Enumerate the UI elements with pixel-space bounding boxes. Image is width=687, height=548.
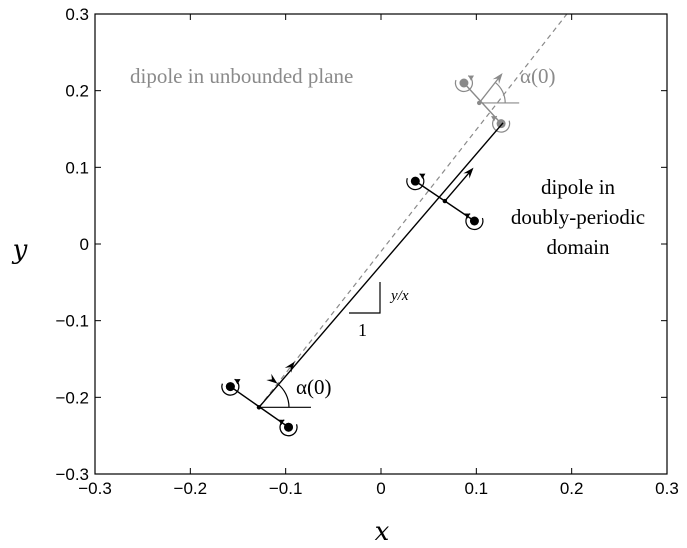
start-angle-arc: [277, 383, 290, 408]
x-axis-title: x: [375, 517, 390, 547]
x-tick-label: 0.3: [655, 479, 679, 498]
unbounded-vortex-cw-core: [496, 119, 506, 129]
start-velocity-arrowhead: [284, 361, 295, 373]
slope-run-label: 1: [358, 320, 367, 340]
periodic-vortex-cw-spin-arrow: [278, 419, 285, 425]
y-tick-label: 0.2: [65, 82, 89, 101]
x-tick-label: 0.2: [560, 479, 584, 498]
periodic-label-line-1: dipole in: [541, 175, 616, 199]
axis-ticks: −0.3 −0.2 −0.1 0 0.1 0.2 0.3 −0.3 −0.2 −0.1 0 0.1 0.…: [55, 5, 678, 498]
unbounded-vortex-cw-spin-arrow: [491, 116, 497, 122]
periodic-velocity-shaft: [444, 171, 471, 202]
periodic-velocity-arrowhead: [463, 167, 474, 179]
slope-triangle: [349, 282, 381, 314]
unbounded-vortex-ccw-core: [459, 78, 469, 88]
y-axis-title: y: [12, 235, 28, 265]
unbounded-vortex-ccw-spin-arrow: [468, 75, 475, 81]
x-tick-label: −0.1: [269, 479, 303, 498]
slope-rise-label: y/x: [389, 288, 409, 304]
y-tick-label: 0: [80, 235, 89, 254]
periodic-vortex-ccw-spin-arrow: [234, 379, 241, 385]
x-tick-label: −0.2: [174, 479, 208, 498]
x-tick-label: 0.1: [465, 479, 489, 498]
periodic-vortex-ccw-core: [410, 176, 420, 186]
x-tick-label: −0.3: [78, 479, 112, 498]
x-tick-label: 0: [376, 479, 385, 498]
periodic-alpha-label: α(0): [296, 375, 332, 399]
periodic-label-line-2: doubly-periodic: [511, 205, 645, 229]
periodic-vortex-cw-spin-arrow: [464, 213, 471, 219]
periodic-vortex-cw-core: [284, 422, 294, 432]
unbounded-alpha-label: α(0): [520, 64, 556, 88]
plot-frame: [94, 13, 668, 475]
periodic-vortex-ccw-core: [225, 382, 235, 392]
y-tick-label: −0.3: [55, 465, 89, 484]
periodic-trajectory-line: [258, 122, 504, 408]
periodic-vortex-ccw-spin-arrow: [419, 173, 426, 179]
unbounded-velocity-shaft: [478, 77, 500, 104]
y-tick-label: −0.1: [55, 312, 89, 331]
y-tick-label: 0.1: [65, 158, 89, 177]
periodic-vortex-cw-core: [469, 216, 479, 226]
unbounded-angle-arc: [494, 81, 506, 103]
unbounded-velocity-arrowhead: [492, 73, 503, 85]
y-tick-label: −0.2: [55, 388, 89, 407]
unbounded-trajectory-line: [258, 13, 568, 408]
unbounded-dipole-label: dipole in unbounded plane: [130, 64, 353, 88]
periodic-label-line-3: domain: [547, 235, 610, 259]
data-marks: [221, 13, 568, 437]
start-angle-arrowhead: [266, 373, 278, 384]
y-tick-label: 0.3: [65, 5, 89, 24]
